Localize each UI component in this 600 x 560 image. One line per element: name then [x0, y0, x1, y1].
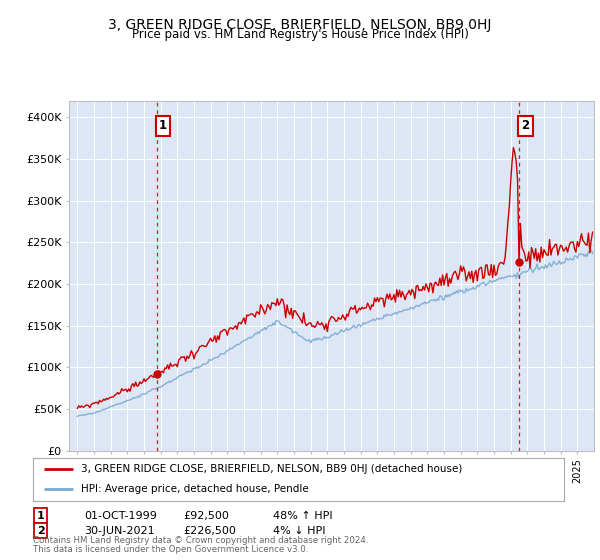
Text: 3, GREEN RIDGE CLOSE, BRIERFIELD, NELSON, BB9 0HJ: 3, GREEN RIDGE CLOSE, BRIERFIELD, NELSON… — [109, 18, 491, 32]
Text: 3, GREEN RIDGE CLOSE, BRIERFIELD, NELSON, BB9 0HJ (detached house): 3, GREEN RIDGE CLOSE, BRIERFIELD, NELSON… — [81, 464, 462, 474]
Text: This data is licensed under the Open Government Licence v3.0.: This data is licensed under the Open Gov… — [33, 545, 308, 554]
Text: 1: 1 — [159, 119, 167, 132]
Text: 2: 2 — [521, 119, 530, 132]
Text: £92,500: £92,500 — [183, 511, 229, 521]
Text: 4% ↓ HPI: 4% ↓ HPI — [273, 526, 325, 536]
Text: Price paid vs. HM Land Registry's House Price Index (HPI): Price paid vs. HM Land Registry's House … — [131, 28, 469, 41]
Text: 30-JUN-2021: 30-JUN-2021 — [84, 526, 155, 536]
Text: HPI: Average price, detached house, Pendle: HPI: Average price, detached house, Pend… — [81, 484, 308, 494]
Text: 48% ↑ HPI: 48% ↑ HPI — [273, 511, 332, 521]
Text: £226,500: £226,500 — [183, 526, 236, 536]
Text: 1: 1 — [37, 511, 44, 521]
Text: 01-OCT-1999: 01-OCT-1999 — [84, 511, 157, 521]
Text: 2: 2 — [37, 526, 44, 536]
Text: Contains HM Land Registry data © Crown copyright and database right 2024.: Contains HM Land Registry data © Crown c… — [33, 536, 368, 545]
